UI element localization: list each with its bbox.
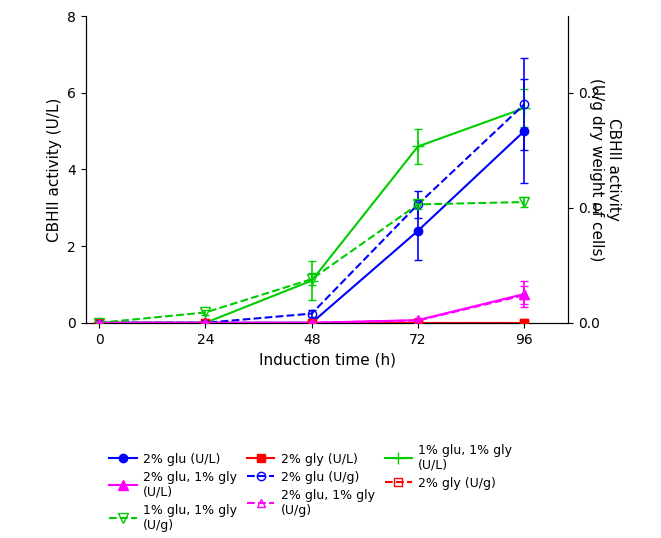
X-axis label: Induction time (h): Induction time (h): [258, 352, 396, 367]
Legend: 2% glu (U/L), 2% glu, 1% gly
(U/L), 1% glu, 1% gly
(U/g), 2% gly (U/L), 2% glu (: 2% glu (U/L), 2% glu, 1% gly (U/L), 1% g…: [109, 444, 512, 532]
Y-axis label: CBHII activity (U/L): CBHII activity (U/L): [47, 97, 61, 242]
Y-axis label: CBHII activity
(U/g dry weight of cells): CBHII activity (U/g dry weight of cells): [588, 78, 621, 261]
